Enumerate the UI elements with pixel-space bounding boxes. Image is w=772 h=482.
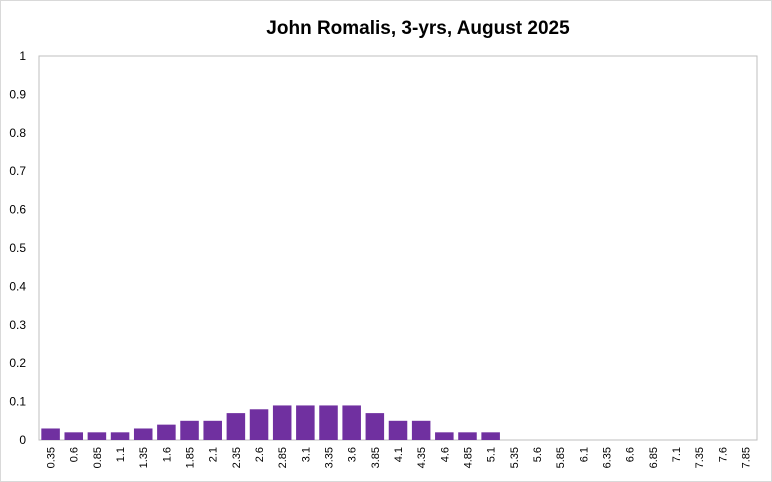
x-tick-label: 7.1	[671, 447, 683, 462]
x-tick-label: 3.6	[347, 447, 359, 462]
x-tick-label: 6.85	[648, 447, 660, 468]
bar	[435, 432, 454, 440]
x-tick-label: 7.35	[694, 447, 706, 468]
x-tick-label: 3.85	[370, 447, 382, 468]
y-tick-label: 0.1	[9, 395, 26, 409]
y-tick-label: 0.9	[9, 87, 26, 101]
x-tick-label: 0.6	[69, 447, 81, 462]
bar	[64, 432, 84, 440]
x-tick-label: 4.6	[439, 447, 451, 462]
x-tick-label: 2.35	[231, 447, 243, 468]
bar	[110, 432, 130, 440]
bar	[180, 420, 199, 440]
plot-area	[38, 55, 758, 441]
x-tick-label: 4.35	[416, 447, 428, 468]
x-tick-label: 3.1	[300, 447, 312, 462]
x-tick-label: 5.35	[509, 447, 521, 468]
y-tick-label: 0.8	[9, 126, 26, 140]
x-tick-label: 1.35	[138, 447, 150, 468]
x-tick-label: 5.6	[532, 447, 544, 462]
x-tick-label: 0.35	[46, 447, 58, 468]
bar	[481, 432, 500, 440]
x-tick-label: 5.1	[486, 447, 498, 462]
x-tick-label: 4.1	[393, 447, 405, 462]
x-tick-label: 5.85	[555, 447, 567, 468]
bar	[249, 409, 269, 440]
x-tick-label: 4.85	[462, 447, 474, 468]
x-axis: 0.35 0.6 0.85 1.1 1.35 1.6 1.85 2.1 2.35 2.6 2.85 3…	[46, 447, 753, 468]
x-tick-label: 1.1	[115, 447, 127, 462]
y-axis: 0 0.1 0.2 0.3 0.4 0.5 0.6 0.7 0.8 0.9 1	[9, 49, 26, 447]
bar	[365, 413, 385, 440]
bar	[388, 420, 408, 440]
bar	[319, 405, 338, 440]
y-tick-label: 0.4	[9, 279, 26, 293]
x-tick-label: 7.85	[740, 447, 752, 468]
bar	[411, 420, 431, 440]
bar	[203, 420, 222, 440]
chart-title: John Romalis, 3-yrs, August 2025	[266, 18, 570, 39]
bar	[157, 424, 176, 440]
x-tick-label: 2.1	[208, 447, 220, 462]
x-tick-label: 7.6	[717, 447, 729, 462]
bar	[226, 413, 246, 440]
x-tick-label: 1.85	[185, 447, 197, 468]
bar	[133, 428, 153, 440]
y-tick-label: 0.7	[9, 164, 26, 178]
x-tick-label: 3.35	[324, 447, 336, 468]
x-tick-label: 6.1	[578, 447, 590, 462]
bar	[458, 432, 477, 440]
x-tick-label: 2.6	[254, 447, 266, 462]
bars	[41, 405, 500, 440]
y-tick-label: 0.5	[9, 241, 26, 255]
bar	[41, 428, 60, 440]
x-tick-label: 0.85	[92, 447, 104, 468]
bar	[87, 432, 107, 440]
y-tick-label: 0	[19, 433, 26, 447]
bar	[296, 405, 315, 440]
y-tick-label: 1	[19, 49, 26, 63]
bar	[272, 405, 292, 440]
bar	[342, 405, 361, 440]
x-tick-label: 6.6	[625, 447, 637, 462]
y-tick-label: 0.2	[9, 356, 26, 370]
x-tick-label: 6.35	[601, 447, 613, 468]
x-tick-label: 2.85	[277, 447, 289, 468]
y-tick-label: 0.3	[9, 318, 26, 332]
x-tick-label: 1.6	[161, 447, 173, 462]
y-tick-label: 0.6	[9, 203, 26, 217]
